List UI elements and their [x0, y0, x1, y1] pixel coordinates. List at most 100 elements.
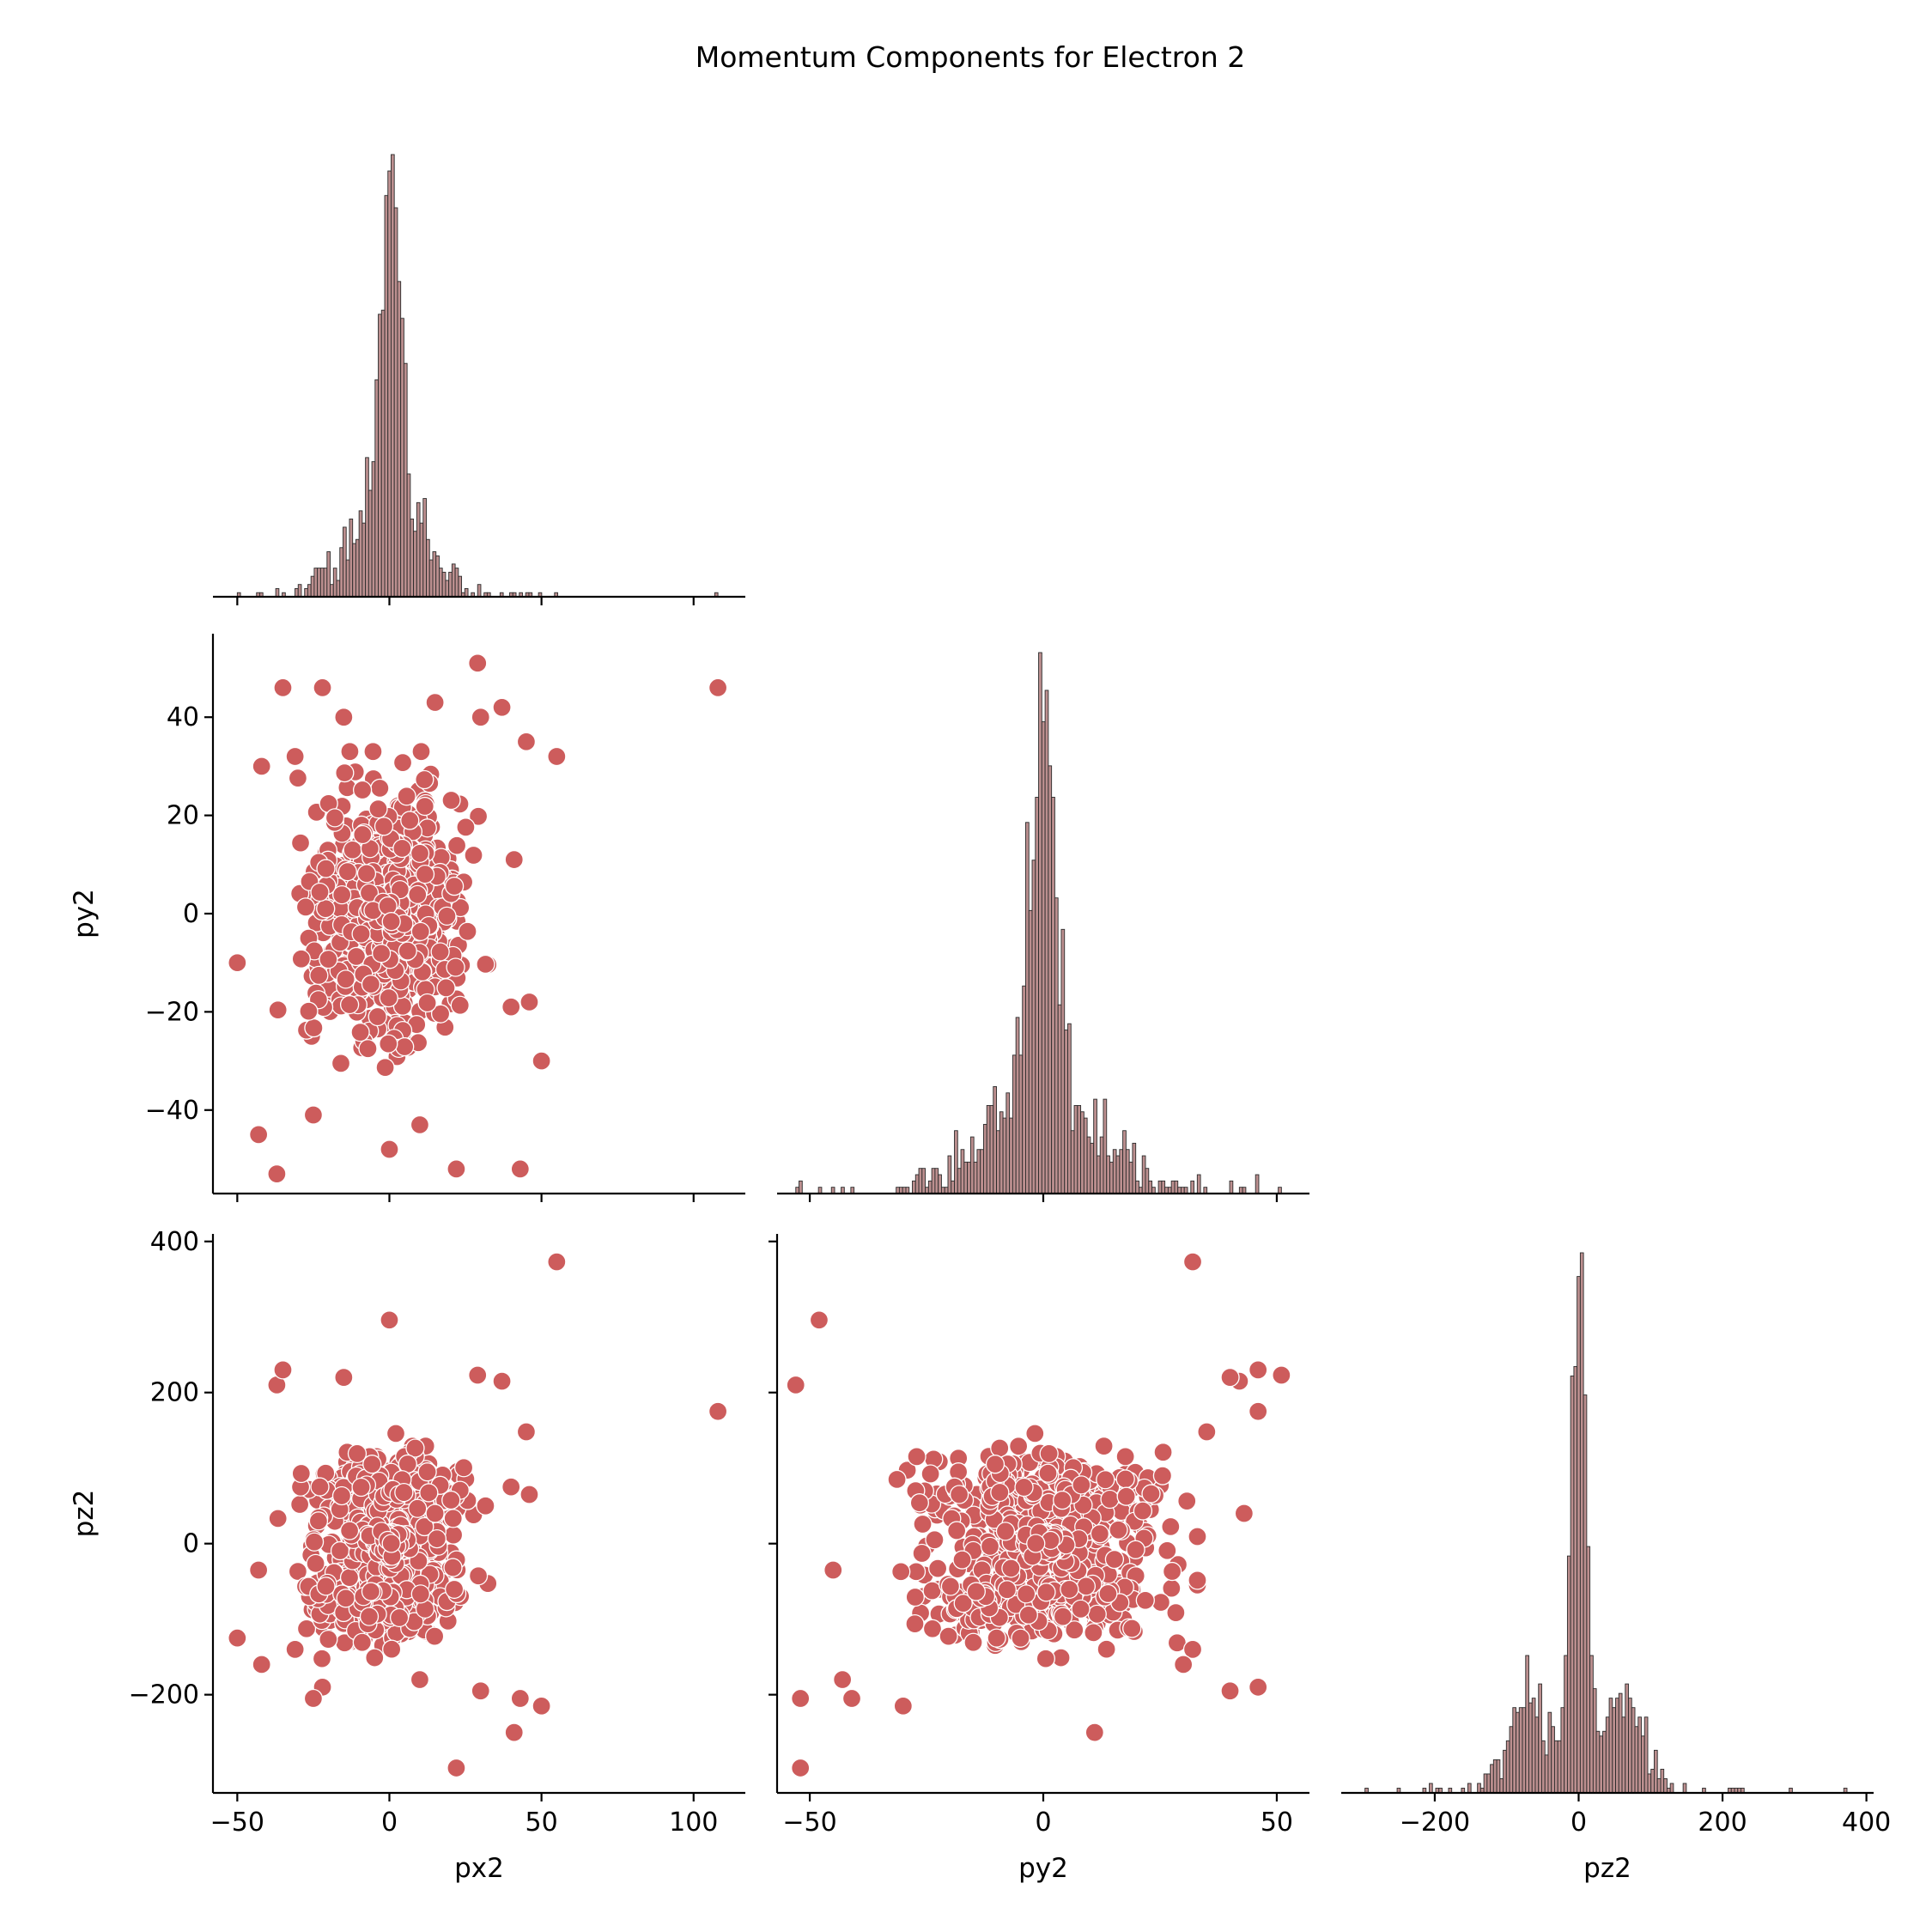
hist-bar [1093, 1098, 1097, 1194]
scatter-point [268, 1509, 288, 1528]
hist-bar [406, 473, 411, 598]
hist-bar [1589, 1655, 1594, 1794]
histogram-py2 [795, 652, 1282, 1194]
hist-bar [1492, 1759, 1498, 1794]
scatter-point [370, 778, 390, 799]
hist-bar [1483, 1773, 1488, 1794]
scatter-point [468, 806, 489, 826]
scatter-point [443, 1509, 463, 1528]
scatter-point [359, 1607, 380, 1626]
scatter-point [313, 677, 332, 698]
scatter-point [273, 1360, 293, 1380]
scatter-point [430, 942, 450, 962]
hist-bar [295, 588, 299, 598]
scatter-point [444, 1579, 465, 1600]
scatter-point [952, 1550, 972, 1570]
hist-bar [1022, 985, 1026, 1194]
scatter-point [325, 808, 345, 828]
scatter-point [492, 697, 512, 717]
hist-bar [983, 1123, 987, 1194]
hist-bar [326, 551, 331, 598]
scatter-point [1084, 1623, 1103, 1643]
scatter-point [288, 769, 308, 788]
hist-bar [1009, 1117, 1013, 1194]
scatter-point [252, 1655, 271, 1674]
hist-bar [1229, 1180, 1234, 1194]
scatter-point [1109, 1520, 1128, 1540]
hist-bar [1196, 1174, 1201, 1194]
hist-bar [1650, 1768, 1655, 1794]
scatter-point [312, 1649, 332, 1668]
hist-bar [451, 563, 456, 598]
scatter-px2-vs-pz2 [228, 1252, 728, 1778]
scatter-point [228, 1628, 247, 1648]
hist-bar [1534, 1716, 1540, 1794]
scatter-point [1014, 1477, 1034, 1498]
hist-bar [1174, 1180, 1179, 1194]
scatter-point [907, 1447, 927, 1467]
hist-bar [319, 568, 325, 598]
scatter-point [392, 838, 412, 859]
hist-bar [1599, 1735, 1604, 1794]
hist-bar [973, 1161, 978, 1194]
hist-bar [317, 568, 321, 598]
scatter-point [1166, 1602, 1186, 1623]
scatter-point [949, 1485, 969, 1504]
hist-bar [416, 501, 421, 598]
scatter-point [1157, 1540, 1177, 1560]
hist-bar [323, 568, 328, 598]
hist-bar [1647, 1773, 1652, 1794]
y-tick-label: 0 [183, 1529, 199, 1559]
hist-bar [1477, 1783, 1481, 1794]
scatter-point [1098, 1583, 1118, 1604]
scatter-point [291, 1463, 311, 1484]
hist-bar [1018, 1054, 1024, 1194]
hist-bar [996, 1130, 1000, 1194]
y-tick-label: 40 [167, 702, 199, 732]
scatter-point [379, 987, 398, 1008]
hist-bar [458, 575, 463, 598]
scatter-point [1249, 1677, 1268, 1697]
x-axis-label: pz2 [1583, 1853, 1631, 1884]
scatter-point [1188, 1527, 1207, 1546]
scatter-point [1153, 1443, 1173, 1462]
hist-bar [1566, 1555, 1571, 1794]
scatter-point [304, 1018, 324, 1038]
scatter-point [379, 1034, 398, 1054]
scatter-point [464, 845, 483, 866]
scatter-point [532, 1696, 551, 1716]
scatter-point [358, 1039, 378, 1059]
hist-bar [410, 518, 415, 598]
y-tick-label: 200 [150, 1378, 199, 1408]
hist-bar [393, 207, 398, 598]
hist-bar [1541, 1740, 1546, 1794]
hist-bar [1028, 909, 1033, 1194]
scatter-point [1053, 1490, 1072, 1510]
hist-bar [310, 575, 315, 598]
scatter-point [386, 1424, 406, 1443]
hist-bar [914, 1174, 920, 1194]
hist-bar [368, 489, 373, 598]
scatter-point [331, 1485, 352, 1506]
scatter-point [450, 995, 470, 1015]
hist-bar [428, 559, 434, 598]
scatter-point [1162, 1561, 1182, 1582]
hist-bar [1615, 1698, 1619, 1794]
hist-bar [1051, 797, 1055, 1194]
scatter-point [990, 1438, 1010, 1458]
scatter-point [427, 1528, 447, 1549]
scatter-point [476, 954, 495, 975]
scatter-point [309, 965, 329, 986]
hist-bar [1083, 1117, 1088, 1194]
hist-bar [1656, 1777, 1662, 1794]
scatter-point [447, 835, 467, 855]
hist-bar [1618, 1692, 1623, 1794]
hist-bar [1544, 1754, 1549, 1794]
hist-bar [1547, 1711, 1552, 1794]
hist-bar [1080, 1111, 1084, 1194]
scatter-point [708, 1401, 728, 1421]
scatter-point [841, 1688, 862, 1709]
scatter-point [336, 1589, 355, 1608]
hist-bar [343, 526, 347, 598]
